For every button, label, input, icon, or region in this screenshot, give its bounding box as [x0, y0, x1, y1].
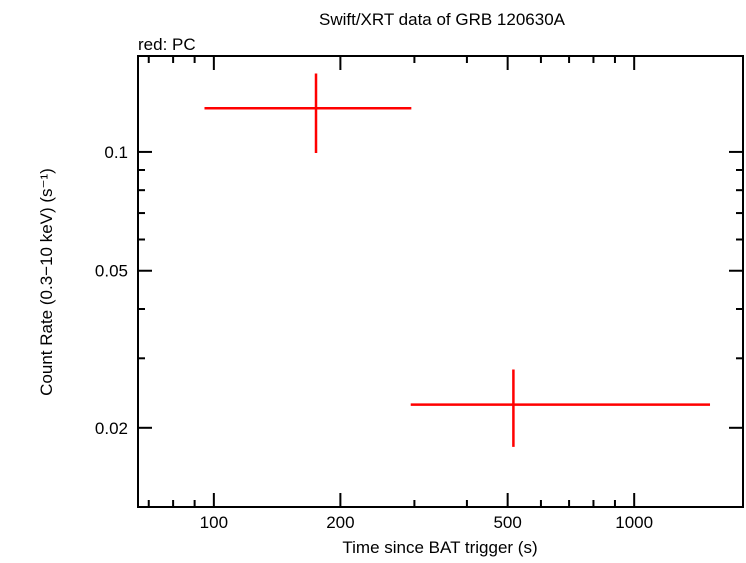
x-tick-label: 500	[493, 513, 521, 532]
y-tick-label: 0.05	[95, 262, 128, 281]
x-axis-label: Time since BAT trigger (s)	[342, 538, 537, 557]
data-point	[204, 73, 412, 153]
y-tick-label: 0.02	[95, 419, 128, 438]
chart-subtitle: red: PC	[138, 35, 196, 54]
data-points	[204, 73, 711, 447]
x-tick-label: 200	[326, 513, 354, 532]
x-tick-label: 1000	[615, 513, 653, 532]
y-axis-label: Count Rate (0.3−10 keV) (s⁻¹)	[37, 168, 56, 396]
plot-frame	[137, 55, 744, 508]
x-tick-label: 100	[200, 513, 228, 532]
chart-title: Swift/XRT data of GRB 120630A	[319, 10, 566, 29]
data-point	[410, 369, 711, 447]
axis-ticks: 100 200 500 1000 0.02 0.05 0.1	[95, 56, 743, 532]
y-tick-label: 0.1	[104, 143, 128, 162]
